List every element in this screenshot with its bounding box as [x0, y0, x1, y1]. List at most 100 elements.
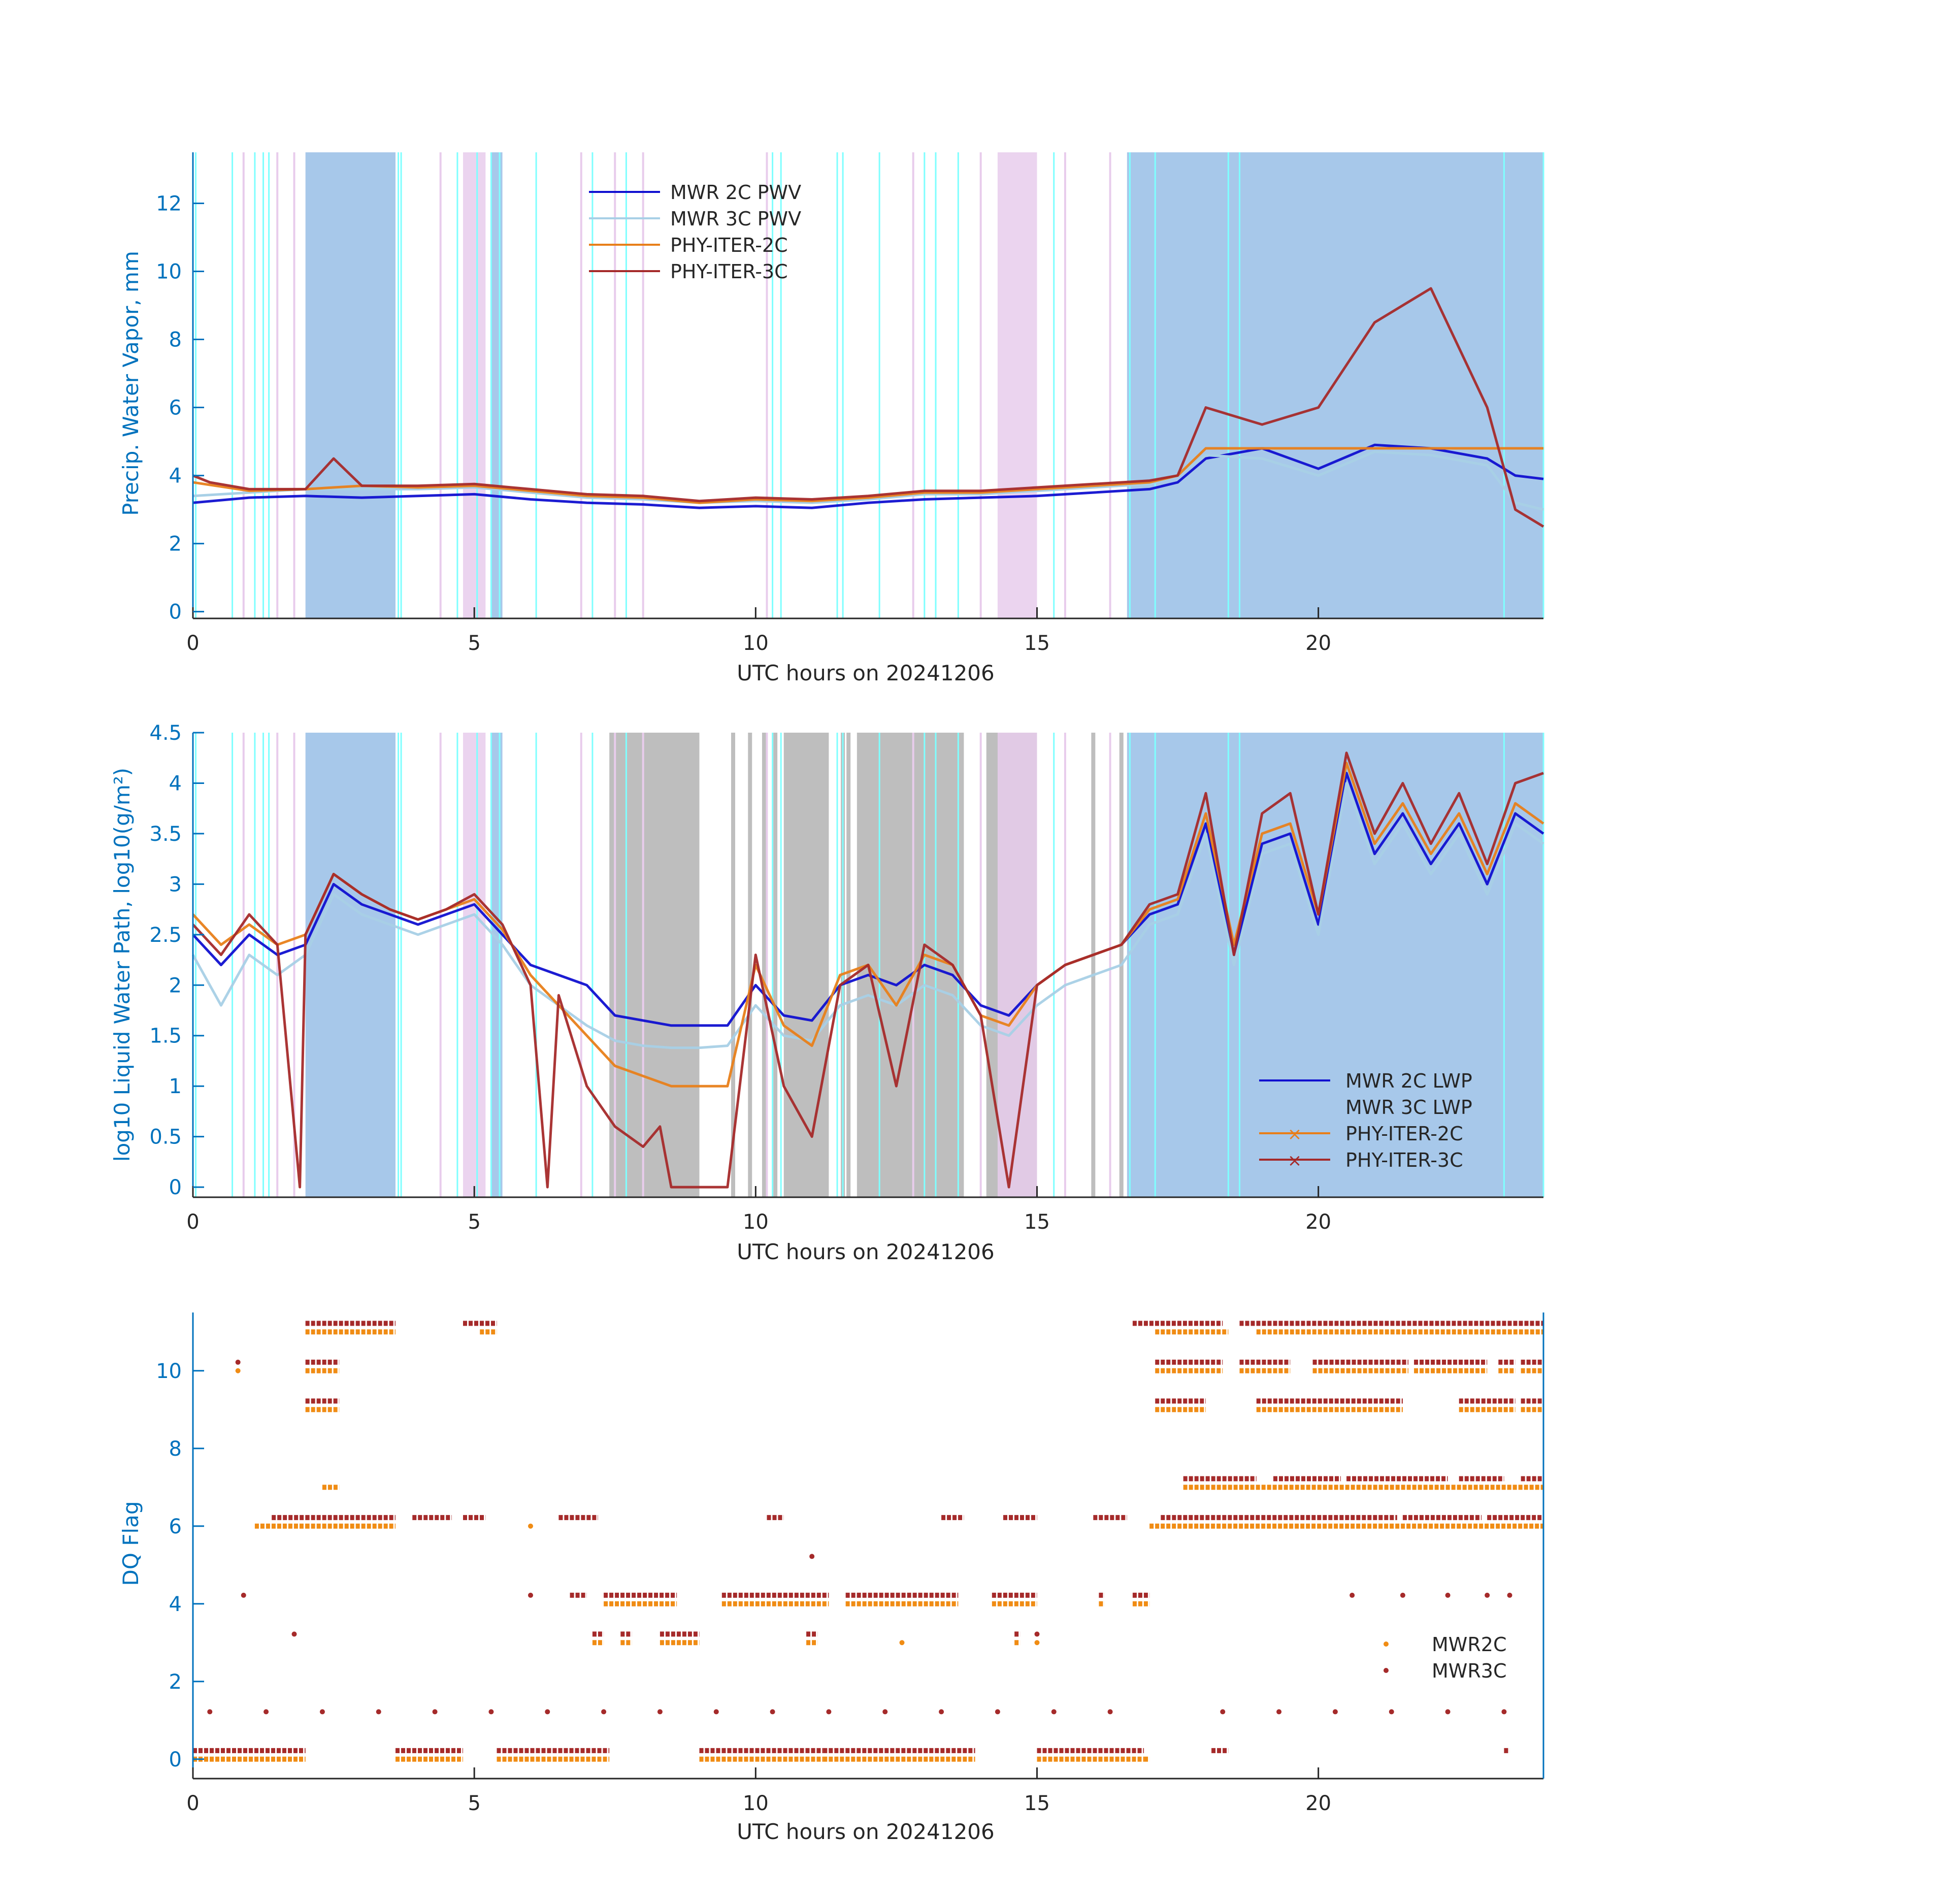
series-line-1	[192, 443, 1544, 509]
y-tick-label: 2	[169, 1670, 182, 1694]
dq-point	[1332, 1709, 1338, 1715]
lwp-legend-marker-4: ×	[1288, 1151, 1302, 1171]
dq-point	[1220, 1709, 1226, 1715]
x-tick-label: 0	[186, 1792, 199, 1815]
lwp-legend-entry-3: × PHY-ITER-2C	[1259, 1123, 1463, 1145]
series-line-4	[192, 751, 1544, 1189]
y-tick-label: 0	[169, 601, 182, 624]
dq-point	[601, 1709, 607, 1715]
lwp-legend-entry-4: × PHY-ITER-3C	[1259, 1149, 1463, 1171]
y-tick-label: 2	[169, 533, 182, 556]
pwv-legend: MWR 2C PWV MWR 3C PWV PHY-ITER-2C PHY-IT…	[589, 181, 801, 283]
dq-point	[207, 1709, 213, 1715]
pwv-y-axis-label: Precip. Water Vapor, mm	[118, 251, 143, 516]
x-tick-label: 20	[1305, 1792, 1331, 1815]
dq-point	[1389, 1709, 1394, 1715]
dq-axes: 0 5 10 15 20 0 2 4 6 8 10	[156, 1312, 1544, 1815]
lwp-legend-marker-3: ×	[1288, 1124, 1302, 1144]
dq-point	[1501, 1709, 1507, 1715]
y-tick-label: 3	[169, 873, 182, 896]
dq-point	[376, 1709, 381, 1715]
dq-point	[995, 1709, 1000, 1715]
pink-band	[463, 152, 486, 618]
series-line-2	[191, 782, 1544, 1049]
pwv-series	[192, 287, 1544, 528]
dq-point	[235, 1368, 241, 1373]
pwv-legend-entry-4: PHY-ITER-3C	[589, 260, 788, 283]
dq-legend-label-2: MWR3C	[1432, 1660, 1506, 1682]
dq-point	[713, 1709, 719, 1715]
dq-legend: MWR2C MWR3C	[1384, 1633, 1506, 1682]
x-tick-label: 5	[468, 632, 480, 655]
y-tick-label: 8	[169, 1437, 182, 1461]
dq-point	[1445, 1592, 1451, 1598]
dq-point	[882, 1709, 888, 1715]
pwv-shading	[195, 152, 1544, 618]
lwp-legend-label-3: PHY-ITER-2C	[1345, 1123, 1463, 1145]
gray-band	[609, 733, 700, 1197]
series-line-4	[192, 287, 1544, 528]
dq-point	[1107, 1709, 1113, 1715]
dq-point	[1507, 1592, 1512, 1598]
y-tick-label: 0.5	[149, 1126, 182, 1149]
blue-band	[491, 733, 503, 1197]
dq-point	[545, 1709, 550, 1715]
y-tick-label: 8	[169, 329, 182, 352]
dq-point	[1485, 1592, 1490, 1598]
x-tick-label: 5	[468, 1210, 480, 1234]
lwp-legend-label-4: PHY-ITER-3C	[1345, 1149, 1463, 1171]
pwv-legend-entry-2: MWR 3C PWV	[589, 208, 801, 230]
pwv-legend-label-1: MWR 2C PWV	[670, 181, 801, 204]
dq-point	[1034, 1631, 1040, 1637]
dq-point	[939, 1709, 944, 1715]
y-tick-label: 10	[156, 1360, 182, 1383]
dq-point	[1051, 1709, 1057, 1715]
series-line-3	[192, 447, 1543, 504]
x-tick-label: 10	[743, 1210, 769, 1234]
lwp-axes: 0 5 10 15 20 0 0.5 1 1.5 2 2.5 3 3.5 4 4.5	[149, 721, 1543, 1234]
blue-band	[1127, 733, 1543, 1197]
y-tick-label: 0	[169, 1176, 182, 1199]
x-tick-label: 15	[1024, 1792, 1050, 1815]
y-tick-label: 4.5	[149, 721, 182, 745]
lwp-legend-entry-2: MWR 3C LWP	[1345, 1096, 1472, 1119]
dq-y-axis-label: DQ Flag	[118, 1501, 143, 1586]
lwp-panel: 0 5 10 15 20 0 0.5 1 1.5 2 2.5 3 3.5 4 4.5 UTC hours o…	[110, 721, 1544, 1264]
x-tick-label: 5	[468, 1792, 480, 1815]
lwp-x-axis-label: UTC hours on 20241206	[737, 1239, 995, 1264]
dq-point	[657, 1709, 663, 1715]
dq-point	[264, 1709, 269, 1715]
y-tick-label: 0	[169, 1748, 182, 1771]
pwv-legend-label-3: PHY-ITER-2C	[670, 234, 788, 256]
y-tick-label: 6	[169, 1515, 182, 1538]
dq-x-axis-label: UTC hours on 20241206	[737, 1819, 995, 1844]
x-tick-label: 0	[186, 632, 199, 655]
x-tick-label: 20	[1305, 1210, 1331, 1234]
dq-legend-marker-2	[1384, 1668, 1389, 1673]
dq-point	[241, 1592, 246, 1598]
pwv-legend-label-4: PHY-ITER-3C	[670, 260, 788, 283]
gray-band	[857, 733, 964, 1197]
dq-point	[432, 1709, 438, 1715]
lwp-legend-label-2: MWR 3C LWP	[1345, 1096, 1472, 1119]
y-tick-label: 10	[156, 260, 182, 284]
dq-point	[809, 1554, 815, 1559]
y-tick-label: 4	[169, 1593, 182, 1616]
lwp-legend-entry-1: MWR 2C LWP	[1259, 1070, 1472, 1092]
y-tick-label: 2.5	[149, 924, 182, 947]
dq-point	[1400, 1592, 1405, 1598]
dq-point	[1276, 1709, 1282, 1715]
series-line-1	[192, 772, 1544, 1027]
dq-point	[1349, 1592, 1355, 1598]
dq-point	[1034, 1640, 1040, 1646]
blue-band	[305, 152, 396, 618]
pink-band	[463, 733, 486, 1197]
x-tick-label: 10	[743, 632, 769, 655]
pwv-legend-label-2: MWR 3C PWV	[670, 208, 801, 230]
y-tick-label: 1	[169, 1075, 182, 1098]
pwv-legend-entry-1: MWR 2C PWV	[589, 181, 801, 204]
gray-band	[783, 733, 829, 1197]
